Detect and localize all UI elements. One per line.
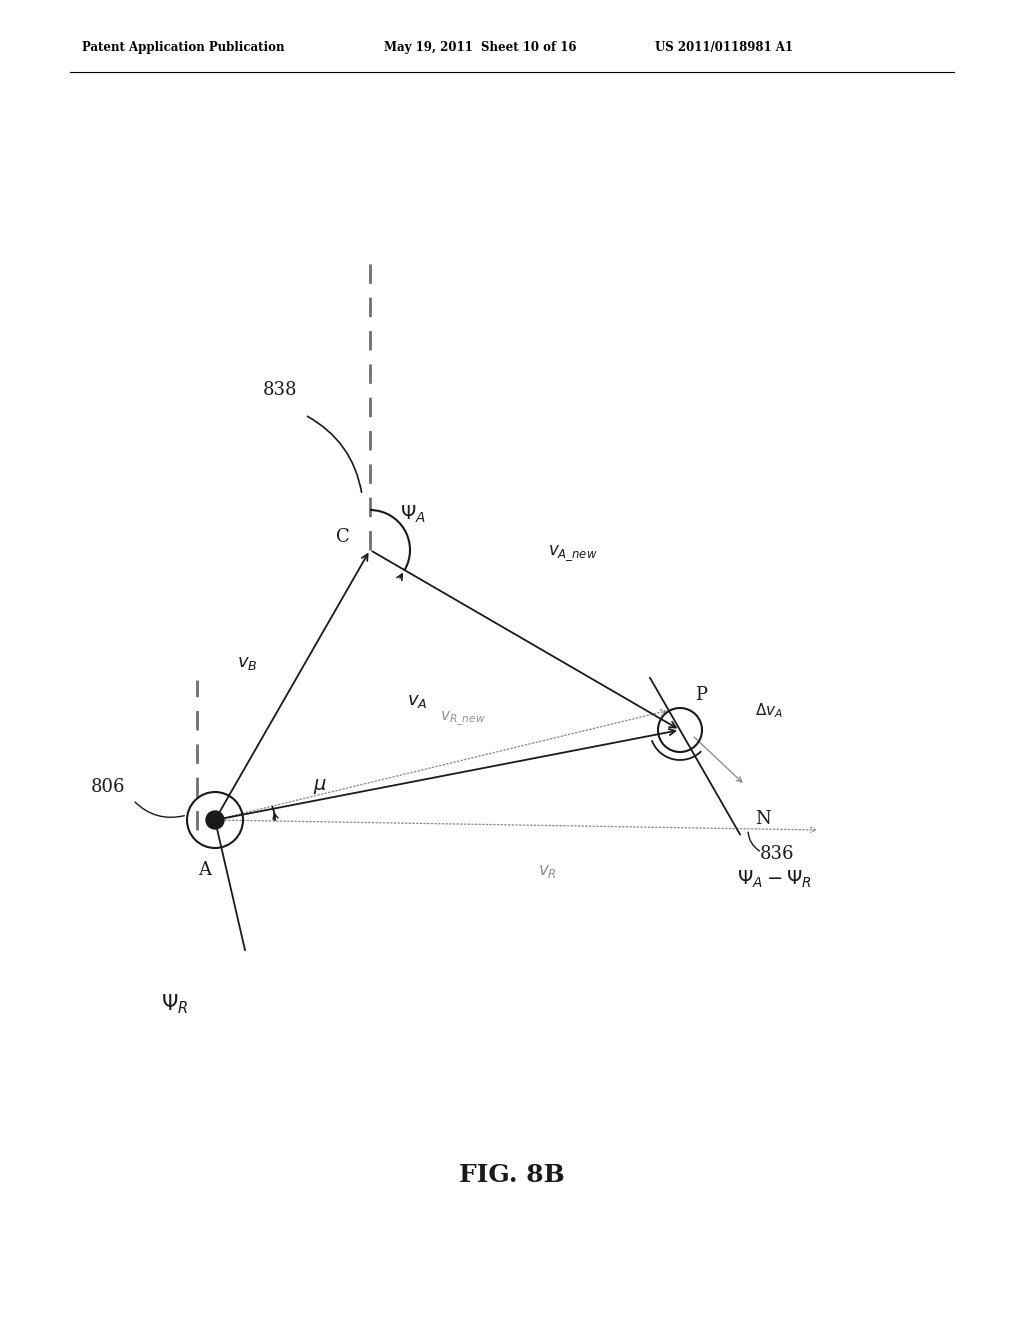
Text: $\Psi_A$: $\Psi_A$ bbox=[400, 504, 426, 525]
Text: Patent Application Publication: Patent Application Publication bbox=[82, 41, 285, 54]
Text: $v_R$: $v_R$ bbox=[538, 863, 557, 880]
Text: $v_A$: $v_A$ bbox=[408, 692, 428, 710]
Text: N: N bbox=[755, 810, 771, 829]
Text: May 19, 2011  Sheet 10 of 16: May 19, 2011 Sheet 10 of 16 bbox=[384, 41, 577, 54]
Text: $v_B$: $v_B$ bbox=[238, 653, 258, 672]
Text: $\mu$: $\mu$ bbox=[313, 777, 327, 796]
Text: P: P bbox=[695, 686, 707, 704]
Text: $\Psi_R$: $\Psi_R$ bbox=[162, 993, 188, 1015]
Circle shape bbox=[206, 810, 224, 829]
Text: 838: 838 bbox=[263, 381, 297, 399]
Text: A: A bbox=[199, 861, 212, 879]
Text: US 2011/0118981 A1: US 2011/0118981 A1 bbox=[655, 41, 794, 54]
Text: 836: 836 bbox=[760, 845, 795, 863]
Text: C: C bbox=[336, 528, 350, 546]
Text: $v_{R\_new}$: $v_{R\_new}$ bbox=[439, 710, 485, 727]
Text: FIG. 8B: FIG. 8B bbox=[459, 1163, 565, 1187]
Text: $\Psi_A - \Psi_R$: $\Psi_A - \Psi_R$ bbox=[737, 869, 812, 890]
Text: 806: 806 bbox=[90, 777, 125, 796]
Text: $\Delta v_A$: $\Delta v_A$ bbox=[755, 701, 783, 719]
Text: $v_{A\_new}$: $v_{A\_new}$ bbox=[548, 544, 597, 562]
